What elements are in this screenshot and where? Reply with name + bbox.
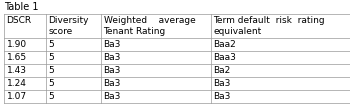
- Text: Diversity
score: Diversity score: [49, 16, 89, 36]
- Text: 1.90: 1.90: [7, 40, 27, 49]
- Text: Term default  risk  rating
equivalent: Term default risk rating equivalent: [214, 16, 325, 36]
- Text: Ba3: Ba3: [104, 53, 121, 62]
- Text: DSCR: DSCR: [7, 16, 31, 25]
- Text: Ba3: Ba3: [214, 92, 231, 101]
- Text: 1.43: 1.43: [7, 66, 27, 75]
- Text: 5: 5: [49, 40, 54, 49]
- Text: Ba2: Ba2: [214, 66, 231, 75]
- Text: Baa2: Baa2: [214, 40, 236, 49]
- Text: Ba3: Ba3: [104, 40, 121, 49]
- Text: Ba3: Ba3: [104, 92, 121, 101]
- Text: Ba3: Ba3: [104, 66, 121, 75]
- Text: 5: 5: [49, 79, 54, 88]
- Text: Ba3: Ba3: [104, 79, 121, 88]
- Text: 5: 5: [49, 53, 54, 62]
- Text: 1.65: 1.65: [7, 53, 27, 62]
- Text: 5: 5: [49, 92, 54, 101]
- Text: 5: 5: [49, 66, 54, 75]
- Text: 1.07: 1.07: [7, 92, 27, 101]
- Text: 1.24: 1.24: [7, 79, 26, 88]
- Text: Weighted    average
Tenant Rating: Weighted average Tenant Rating: [104, 16, 195, 36]
- Text: Table 1: Table 1: [4, 2, 38, 12]
- Text: Ba3: Ba3: [214, 79, 231, 88]
- Text: Baa3: Baa3: [214, 53, 236, 62]
